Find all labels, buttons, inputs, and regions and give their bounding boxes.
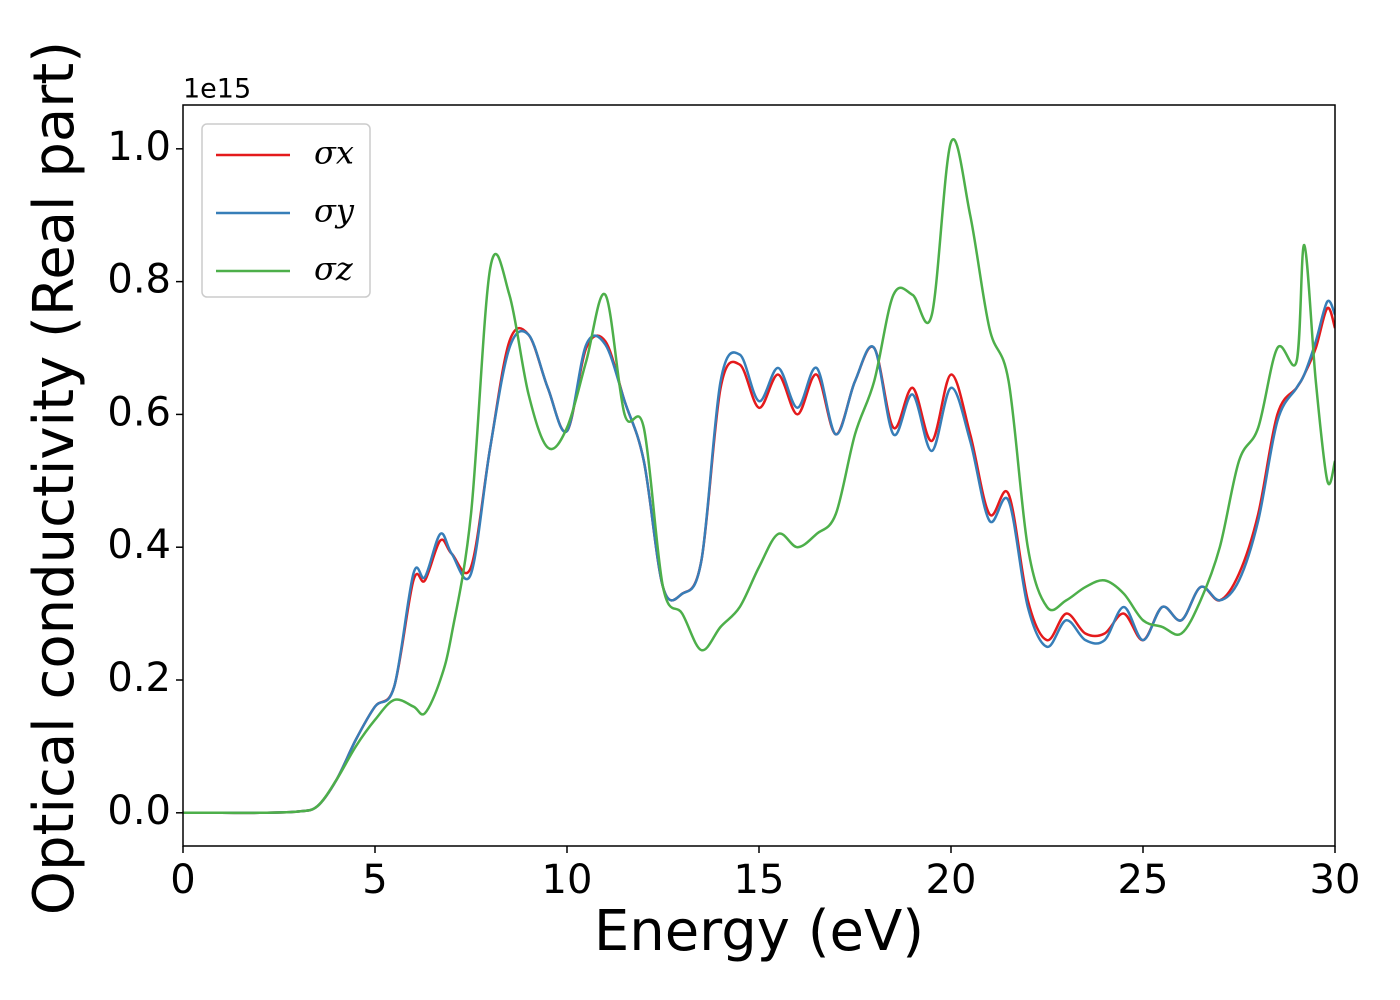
legend-box [201, 123, 371, 298]
y-tick-label: 0.6 [107, 389, 171, 435]
legend-label: σy [314, 192, 355, 230]
y-offset-label: 1e15 [183, 74, 251, 105]
y-tick-label: 1.0 [107, 124, 171, 170]
x-tick-label: 25 [1118, 857, 1169, 903]
y-tick-label: 0.0 [107, 788, 171, 834]
legend-label: σx [314, 134, 354, 172]
x-axis-label: Energy (eV) [594, 899, 924, 964]
plot-frame [182, 104, 1336, 847]
x-tick-label: 15 [734, 857, 785, 903]
legend-label: σz [314, 250, 354, 288]
y-tick-label: 0.4 [107, 522, 171, 568]
x-tick-label: 0 [170, 857, 195, 903]
x-tick-label: 10 [542, 857, 593, 903]
series-line [183, 299, 1335, 815]
y-tick-label: 0.8 [107, 257, 171, 303]
y-axis-label: Optical conductivity (Real part) [22, 41, 87, 915]
x-tick-label: 5 [362, 857, 387, 903]
y-tick-label: 0.2 [107, 655, 171, 701]
x-tick-label: 30 [1310, 857, 1361, 903]
series-line [183, 138, 1335, 815]
x-tick-label: 20 [926, 857, 977, 903]
